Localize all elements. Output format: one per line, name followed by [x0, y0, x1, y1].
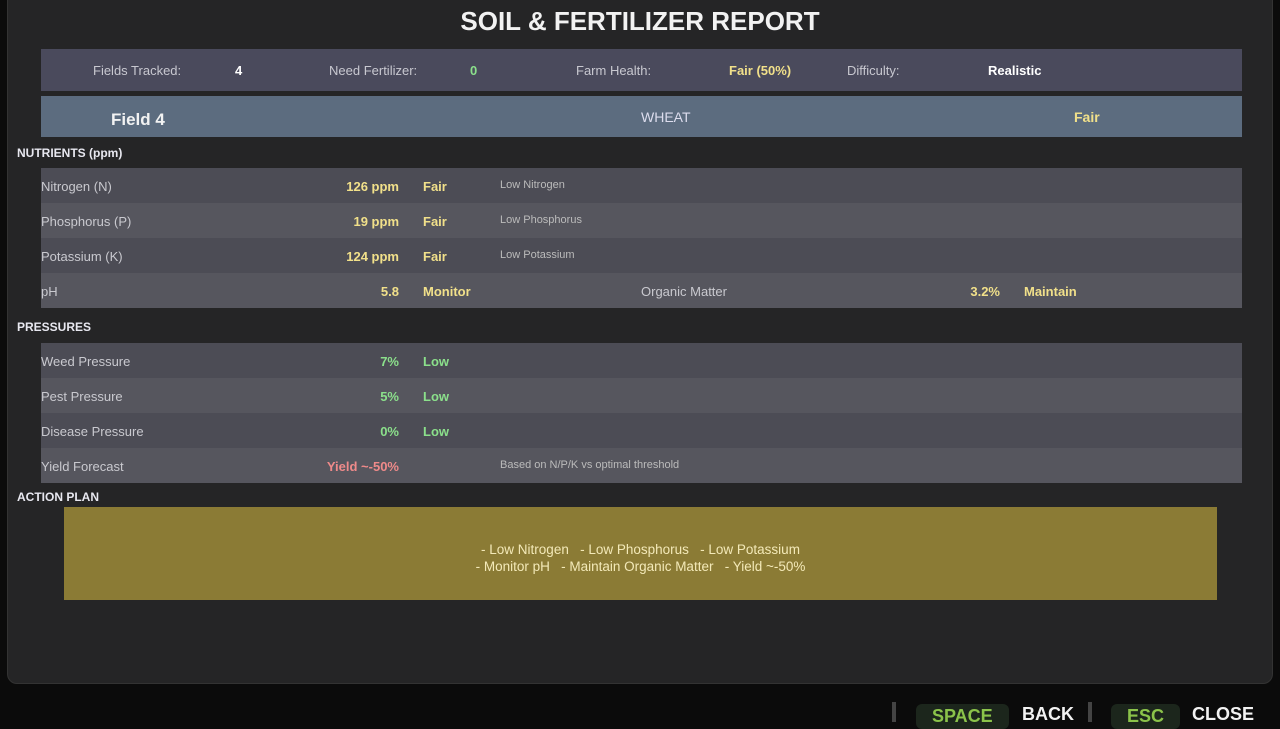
nutrient-name: Potassium (K) — [41, 249, 123, 264]
pressure-status: Low — [423, 354, 449, 369]
pressure-value: 7% — [380, 354, 399, 369]
action-plan-heading: ACTION PLAN — [17, 490, 99, 504]
pressure-name: Weed Pressure — [41, 354, 131, 369]
pressure-value: 5% — [380, 389, 399, 404]
fields-tracked-value: 4 — [235, 63, 243, 78]
nutrient-status: Fair — [423, 179, 447, 194]
pressures-heading: PRESSURES — [17, 320, 92, 334]
page-title: SOIL & FERTILIZER REPORT — [460, 6, 820, 36]
nutrient-status: Fair — [423, 249, 447, 264]
separator — [1088, 702, 1092, 722]
separator — [892, 702, 896, 722]
nutrient-row: Phosphorus (P) 19 ppm Fair Low Phosphoru… — [41, 203, 1242, 238]
space-key-button[interactable]: SPACE — [916, 704, 1009, 729]
stats-bar: Fields Tracked: 4 Need Fertilizer: 0 Far… — [41, 49, 1242, 91]
difficulty-value: Realistic — [988, 63, 1042, 78]
need-fertilizer-value: 0 — [470, 63, 478, 78]
nutrient-row: Potassium (K) 124 ppm Fair Low Potassium — [41, 238, 1242, 273]
nutrient-status: Fair — [423, 214, 447, 229]
pressure-name: Pest Pressure — [41, 389, 123, 404]
field-status: Fair — [1074, 109, 1100, 125]
field-crop: WHEAT — [641, 109, 691, 125]
organic-matter-label: Organic Matter — [641, 284, 727, 299]
pressure-status: Low — [423, 389, 449, 404]
farm-health-value: Fair (50%) — [729, 63, 792, 78]
ph-name: pH — [41, 284, 58, 299]
pressure-value: 0% — [380, 424, 399, 439]
pressure-name: Disease Pressure — [41, 424, 144, 439]
pressure-row: Disease Pressure 0% Low — [41, 413, 1242, 448]
nutrient-value: 124 ppm — [346, 249, 399, 264]
action-plan-box: - Low Nitrogen - Low Phosphorus - Low Po… — [64, 507, 1217, 600]
close-button[interactable]: CLOSE — [1192, 704, 1255, 724]
yield-value: Yield ~-50% — [326, 459, 399, 474]
nutrient-value: 19 ppm — [353, 214, 399, 229]
fields-tracked-label: Fields Tracked: — [93, 63, 182, 78]
field-header[interactable]: Field 4 WHEAT Fair — [41, 96, 1242, 137]
pressure-row: Weed Pressure 7% Low — [41, 343, 1242, 378]
nutrient-name: Phosphorus (P) — [41, 214, 132, 229]
ph-value: 5.8 — [380, 284, 399, 299]
action-line-2: - Monitor pH - Maintain Organic Matter -… — [475, 559, 806, 574]
back-button[interactable]: BACK — [1022, 704, 1074, 724]
need-fertilizer-label: Need Fertilizer: — [329, 63, 418, 78]
nutrient-note: Low Potassium — [500, 249, 575, 261]
nutrient-value: 126 ppm — [346, 179, 399, 194]
organic-matter-status: Maintain — [1024, 284, 1077, 299]
esc-key-button[interactable]: ESC — [1111, 704, 1181, 729]
organic-matter-value: 3.2% — [970, 284, 1000, 299]
ph-status: Monitor — [423, 284, 471, 299]
action-line-1: - Low Nitrogen - Low Phosphorus - Low Po… — [481, 542, 800, 557]
ph-row: pH 5.8 Monitor Organic Matter 3.2% Maint… — [41, 273, 1242, 308]
yield-row: Yield Forecast Yield ~-50% Based on N/P/… — [41, 448, 1242, 483]
difficulty-label: Difficulty: — [847, 63, 900, 78]
nutrient-name: Nitrogen (N) — [41, 179, 112, 194]
nutrient-note: Low Nitrogen — [500, 179, 565, 191]
pressure-row: Pest Pressure 5% Low — [41, 378, 1242, 413]
farm-health-label: Farm Health: — [576, 63, 652, 78]
nutrient-row: Nitrogen (N) 126 ppm Fair Low Nitrogen — [41, 168, 1242, 203]
nutrients-heading: NUTRIENTS (ppm) — [17, 146, 123, 160]
nutrient-note: Low Phosphorus — [500, 214, 582, 226]
yield-note: Based on N/P/K vs optimal threshold — [500, 459, 680, 471]
field-name: Field 4 — [111, 110, 165, 129]
pressure-status: Low — [423, 424, 449, 439]
yield-name: Yield Forecast — [41, 459, 124, 474]
